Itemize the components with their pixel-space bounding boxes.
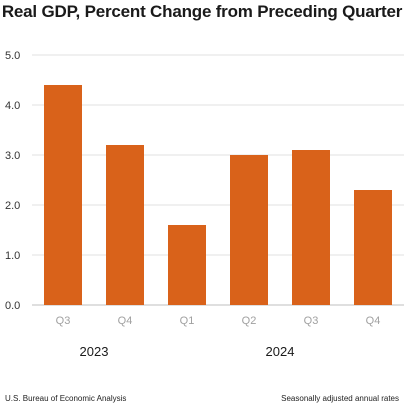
source-note: U.S. Bureau of Economic Analysis (5, 394, 127, 403)
x-axis-year-groups: 2023 2024 (80, 344, 295, 359)
x-tick-label: Q3 (56, 315, 71, 327)
y-tick-label: 4.0 (5, 100, 20, 112)
x-tick-label: Q4 (118, 315, 133, 327)
y-tick-label: 3.0 (5, 150, 20, 162)
y-tick-label: 2.0 (5, 200, 20, 212)
bar-4 (230, 155, 268, 305)
bars (44, 85, 392, 305)
x-tick-label: Q1 (180, 315, 195, 327)
bar-1 (44, 85, 82, 305)
bar-3 (168, 225, 206, 305)
x-tick-label: Q2 (242, 315, 257, 327)
x-axis-ticks: Q3 Q4 Q1 Q2 Q3 Q4 (56, 315, 381, 327)
year-label-2023: 2023 (80, 344, 109, 359)
y-tick-label: 5.0 (5, 50, 20, 62)
y-tick-label: 0.0 (5, 300, 20, 312)
bar-2 (106, 145, 144, 305)
bar-6 (354, 190, 392, 305)
rate-note: Seasonally adjusted annual rates (281, 394, 399, 403)
x-tick-label: Q4 (366, 315, 381, 327)
bar-5 (292, 150, 330, 305)
gridlines (32, 54, 404, 306)
y-tick-label: 1.0 (5, 250, 20, 262)
chart-title: Real GDP, Percent Change from Preceding … (1, 2, 403, 21)
year-label-2024: 2024 (266, 344, 295, 359)
x-tick-label: Q3 (304, 315, 319, 327)
y-axis-ticks: 0.0 1.0 2.0 3.0 4.0 5.0 (5, 50, 20, 312)
